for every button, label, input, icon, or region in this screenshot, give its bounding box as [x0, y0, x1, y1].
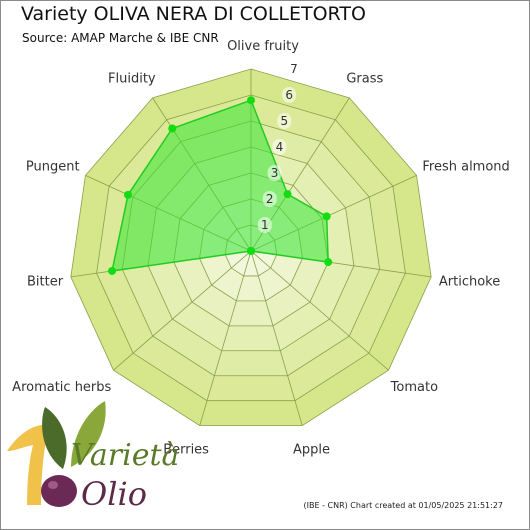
tick-label-5: 5: [280, 114, 288, 128]
radar-spoke-6: [250, 250, 303, 426]
tick-label-7: 7: [290, 62, 298, 76]
radar-point-8: [247, 247, 255, 255]
logo-swoosh-shape: [7, 424, 49, 505]
tick-label-4: 4: [276, 140, 284, 154]
axis-label-berries: Berries: [163, 443, 209, 458]
tick-label-3: 3: [271, 166, 279, 180]
axis-label-aromatic-herbs: Aromatic herbs: [12, 380, 111, 395]
chart-subtitle: Source: AMAP Marche & IBE CNR: [22, 31, 219, 45]
radar-spoke-7: [199, 250, 252, 426]
axis-label-artichoke: Artichoke: [439, 274, 500, 289]
radar-point-9: [108, 266, 117, 275]
axis-label-apple: Apple: [293, 443, 330, 458]
tick-badge-6: [282, 87, 297, 103]
logo-leaf-light: [71, 401, 106, 467]
chart-title: Variety OLIVA NERA DI COLLETORTO: [21, 3, 366, 25]
tick-badge-1: [257, 217, 272, 233]
axis-label-tomato: Tomato: [390, 380, 438, 395]
logo-word-top: Varietà: [71, 438, 179, 473]
radar-point-2: [283, 190, 292, 199]
radar-spoke-8: [113, 250, 252, 371]
axis-label-pungent: Pungent: [26, 159, 80, 174]
radar-spoke-5: [250, 250, 389, 371]
varieta-olio-logo: Varietà Olio: [7, 401, 179, 513]
logo-olive: [41, 475, 77, 507]
chart-credit: (IBE - CNR) Chart created at 01/05/2025 …: [303, 501, 504, 510]
radar-point-11: [168, 124, 177, 133]
radar-series: [108, 96, 333, 275]
radar-axis-labels: Olive fruity Grass Fresh almond Artichoke To…: [12, 39, 510, 458]
tick-badge-3: [267, 165, 282, 181]
radar-point-10: [124, 190, 133, 199]
tick-label-6: 6: [285, 88, 293, 102]
logo-leaf-dark: [42, 407, 67, 469]
tick-badge-4: [272, 139, 287, 155]
radar-point-1: [247, 96, 255, 105]
tick-badge-5: [277, 113, 292, 129]
logo-word-bottom: Olio: [81, 475, 147, 513]
tick-label-2: 2: [266, 192, 274, 206]
axis-label-fluidity: Fluidity: [108, 72, 156, 87]
radar-point-3: [322, 212, 331, 221]
axis-label-fresh-almond: Fresh almond: [422, 159, 509, 174]
radar-point-4: [324, 258, 333, 267]
tick-label-1: 1: [261, 218, 269, 232]
axis-label-bitter: Bitter: [27, 274, 64, 289]
tick-badge-2: [262, 191, 277, 207]
radar-tick-labels: 1 2 3 4 5 6 7: [257, 61, 301, 233]
logo-olive-highlight: [48, 481, 58, 489]
axis-label-olive-fruity: Olive fruity: [227, 39, 299, 54]
tick-badge-7: [287, 61, 301, 77]
axis-label-grass: Grass: [346, 72, 383, 87]
